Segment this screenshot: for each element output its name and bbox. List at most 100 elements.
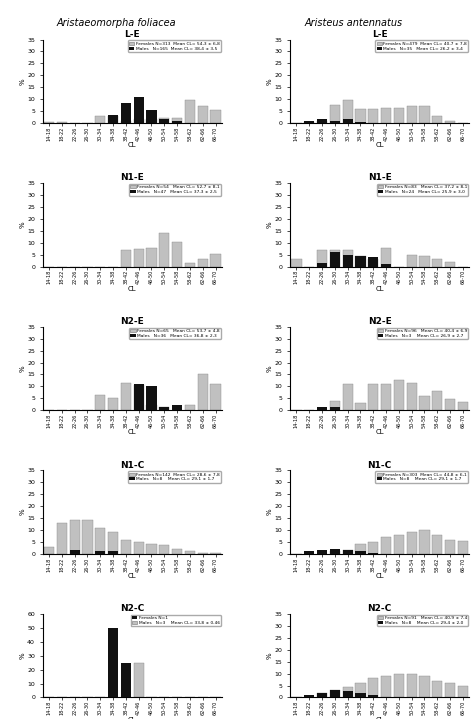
Bar xyxy=(159,546,169,554)
Y-axis label: %: % xyxy=(267,221,273,228)
Bar xyxy=(445,121,455,123)
Bar xyxy=(356,544,365,554)
Bar xyxy=(394,108,404,123)
Y-axis label: %: % xyxy=(20,221,26,228)
Bar xyxy=(172,118,182,123)
Bar xyxy=(419,106,429,123)
Bar xyxy=(368,553,378,554)
Title: N1-E: N1-E xyxy=(120,173,144,183)
Bar xyxy=(317,692,327,697)
Bar xyxy=(407,532,417,554)
Bar xyxy=(432,391,442,411)
Bar xyxy=(121,383,131,411)
Bar xyxy=(432,681,442,697)
Bar xyxy=(146,406,156,411)
Legend: Females N=83   Mean CL= 37,2 ± 8,1, Males   N=24   Mean CL= 25,9 ± 3,0: Females N=83 Mean CL= 37,2 ± 8,1, Males … xyxy=(377,184,468,196)
Bar xyxy=(108,115,118,123)
Bar xyxy=(210,384,220,411)
Bar xyxy=(108,628,118,697)
Bar xyxy=(134,663,144,697)
Y-axis label: %: % xyxy=(20,365,26,372)
Bar xyxy=(381,265,391,267)
Bar xyxy=(317,119,327,123)
Legend: Females N=65   Mean CL= 53,7 ± 4,8, Males   N=36   Mean CL= 36,8 ± 2,3: Females N=65 Mean CL= 53,7 ± 4,8, Males … xyxy=(129,328,221,339)
Bar xyxy=(292,260,301,267)
Bar xyxy=(330,252,340,267)
Bar xyxy=(407,106,417,123)
Bar xyxy=(432,116,442,123)
Bar xyxy=(381,247,391,267)
Bar xyxy=(44,546,54,554)
Title: N1-C: N1-C xyxy=(120,461,145,470)
X-axis label: CL: CL xyxy=(375,429,384,435)
Bar xyxy=(172,121,182,123)
Bar xyxy=(368,257,378,267)
Bar xyxy=(356,403,365,411)
Bar xyxy=(330,250,340,267)
Bar xyxy=(445,262,455,267)
Bar xyxy=(317,407,327,411)
Bar xyxy=(108,398,118,411)
Bar xyxy=(343,550,353,554)
Bar xyxy=(198,553,208,554)
Bar xyxy=(159,233,169,267)
Bar xyxy=(159,407,169,411)
Title: N1-E: N1-E xyxy=(368,173,392,183)
Bar xyxy=(134,384,144,411)
Bar xyxy=(394,674,404,697)
Bar xyxy=(356,109,365,123)
Bar xyxy=(82,521,92,554)
Bar xyxy=(159,407,169,411)
Bar xyxy=(198,375,208,411)
Title: N2-C: N2-C xyxy=(367,604,392,613)
Bar xyxy=(185,263,195,267)
Bar xyxy=(343,692,353,697)
Bar xyxy=(70,550,80,554)
Y-axis label: %: % xyxy=(20,652,26,659)
Bar xyxy=(317,263,327,267)
Legend: Females N=54   Mean CL= 52,7 ± 8,1, Males   N=47   Mean CL= 37,3 ± 2,5: Females N=54 Mean CL= 52,7 ± 8,1, Males … xyxy=(129,184,221,196)
Bar xyxy=(368,109,378,123)
Bar xyxy=(172,549,182,554)
Bar xyxy=(121,121,131,123)
Bar xyxy=(445,400,455,411)
Bar xyxy=(343,250,353,267)
Text: Aristaeomorpha foliacea: Aristaeomorpha foliacea xyxy=(56,18,176,28)
Bar xyxy=(419,396,429,411)
Title: L-E: L-E xyxy=(372,29,387,39)
Title: N1-C: N1-C xyxy=(367,461,392,470)
Bar xyxy=(317,250,327,267)
Bar xyxy=(458,402,468,411)
Legend: Females N=96   Mean CL= 40,4 ± 6,9, Males   N=3    Mean CL= 26,9 ± 2,7: Females N=96 Mean CL= 40,4 ± 6,9, Males … xyxy=(377,328,468,339)
X-axis label: CL: CL xyxy=(128,285,137,292)
Bar xyxy=(304,551,314,554)
Y-axis label: %: % xyxy=(267,652,273,659)
Bar xyxy=(304,122,314,123)
Bar xyxy=(445,539,455,554)
Bar xyxy=(419,676,429,697)
Legend: Females N=142  Mean CL= 28,6 ± 7,8, Males   N=8    Mean CL= 29,1 ± 1,7: Females N=142 Mean CL= 28,6 ± 7,8, Males… xyxy=(128,471,221,482)
Bar xyxy=(198,106,208,123)
Bar xyxy=(356,551,365,554)
Bar xyxy=(95,395,105,411)
Bar xyxy=(317,550,327,554)
X-axis label: CL: CL xyxy=(128,142,137,148)
Bar xyxy=(134,249,144,267)
Bar xyxy=(159,119,169,123)
Bar xyxy=(330,400,340,411)
Title: N2-C: N2-C xyxy=(120,604,145,613)
Bar xyxy=(70,521,80,554)
Bar xyxy=(185,101,195,123)
Y-axis label: %: % xyxy=(267,78,273,85)
Bar xyxy=(57,122,67,123)
Legend: Females N=479  Mean CL= 40,7 ± 7,8, Males   N=35   Mean CL= 26,2 ± 3,4: Females N=479 Mean CL= 40,7 ± 7,8, Males… xyxy=(375,40,468,52)
Bar xyxy=(108,532,118,554)
Bar xyxy=(159,118,169,123)
Bar xyxy=(394,380,404,411)
Text: Aristeus antennatus: Aristeus antennatus xyxy=(304,18,402,28)
Bar xyxy=(343,255,353,267)
X-axis label: CL: CL xyxy=(128,429,137,435)
X-axis label: CL: CL xyxy=(375,573,384,579)
Bar xyxy=(172,242,182,267)
Title: N2-E: N2-E xyxy=(368,317,392,326)
